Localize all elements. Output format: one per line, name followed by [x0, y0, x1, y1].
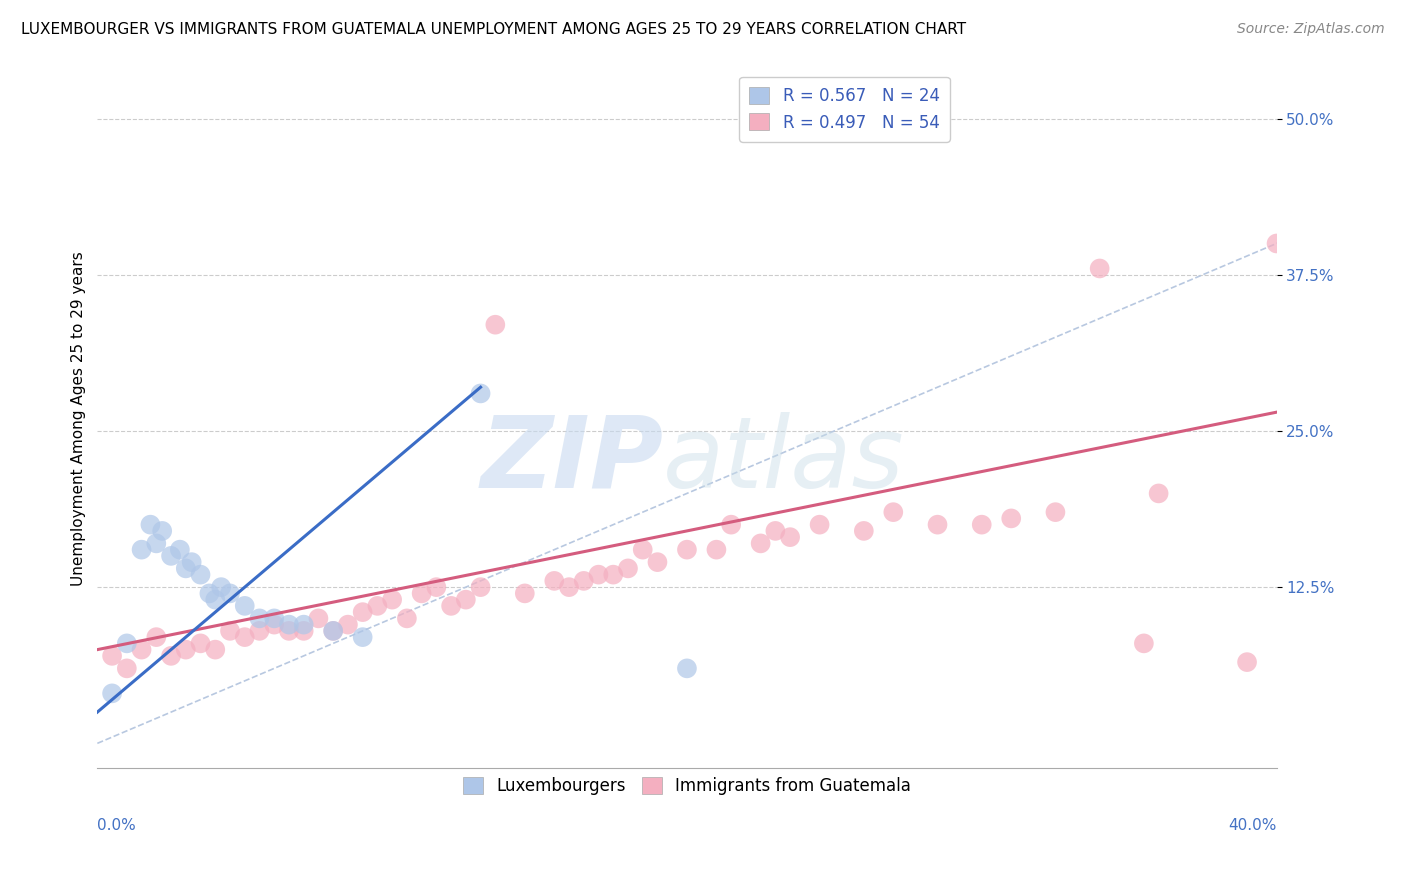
Point — [366, 599, 388, 613]
Point — [440, 599, 463, 613]
Point — [454, 592, 477, 607]
Point — [219, 624, 242, 638]
Point — [470, 386, 492, 401]
Point — [249, 611, 271, 625]
Point — [160, 549, 183, 563]
Point — [115, 636, 138, 650]
Point — [352, 605, 374, 619]
Point — [219, 586, 242, 600]
Point — [174, 642, 197, 657]
Point — [150, 524, 173, 538]
Point — [572, 574, 595, 588]
Point — [204, 592, 226, 607]
Point — [174, 561, 197, 575]
Text: LUXEMBOURGER VS IMMIGRANTS FROM GUATEMALA UNEMPLOYMENT AMONG AGES 25 TO 29 YEARS: LUXEMBOURGER VS IMMIGRANTS FROM GUATEMAL… — [21, 22, 966, 37]
Point — [322, 624, 344, 638]
Point — [395, 611, 418, 625]
Point — [617, 561, 640, 575]
Point — [588, 567, 610, 582]
Point — [278, 624, 301, 638]
Point — [233, 599, 256, 613]
Point — [381, 592, 404, 607]
Point — [307, 611, 329, 625]
Point — [263, 611, 285, 625]
Point — [180, 555, 202, 569]
Point — [278, 617, 301, 632]
Legend: Luxembourgers, Immigrants from Guatemala: Luxembourgers, Immigrants from Guatemala — [456, 771, 918, 802]
Point — [249, 624, 271, 638]
Point — [292, 624, 315, 638]
Point — [470, 580, 492, 594]
Point — [513, 586, 536, 600]
Point — [131, 542, 153, 557]
Point — [602, 567, 624, 582]
Point — [1000, 511, 1022, 525]
Point — [336, 617, 359, 632]
Point — [927, 517, 949, 532]
Text: ZIP: ZIP — [481, 412, 664, 509]
Text: 40.0%: 40.0% — [1229, 818, 1277, 833]
Text: atlas: atlas — [664, 412, 905, 509]
Point — [190, 636, 212, 650]
Point — [558, 580, 581, 594]
Point — [676, 542, 699, 557]
Point — [720, 517, 742, 532]
Point — [160, 648, 183, 663]
Point — [190, 567, 212, 582]
Point — [131, 642, 153, 657]
Point — [1088, 261, 1111, 276]
Point — [543, 574, 565, 588]
Point — [1045, 505, 1067, 519]
Point — [292, 617, 315, 632]
Point — [779, 530, 801, 544]
Point — [647, 555, 669, 569]
Point — [322, 624, 344, 638]
Point — [233, 630, 256, 644]
Point — [209, 580, 232, 594]
Point — [852, 524, 875, 538]
Point — [706, 542, 728, 557]
Point — [425, 580, 447, 594]
Point — [145, 536, 167, 550]
Point — [352, 630, 374, 644]
Point — [1236, 655, 1258, 669]
Point — [411, 586, 433, 600]
Text: Source: ZipAtlas.com: Source: ZipAtlas.com — [1237, 22, 1385, 37]
Point — [169, 542, 191, 557]
Point — [204, 642, 226, 657]
Point — [198, 586, 221, 600]
Point — [101, 648, 124, 663]
Y-axis label: Unemployment Among Ages 25 to 29 years: Unemployment Among Ages 25 to 29 years — [72, 251, 86, 586]
Point — [882, 505, 904, 519]
Point — [676, 661, 699, 675]
Point — [763, 524, 786, 538]
Point — [263, 617, 285, 632]
Point — [970, 517, 993, 532]
Text: 0.0%: 0.0% — [97, 818, 136, 833]
Point — [139, 517, 162, 532]
Point — [1133, 636, 1156, 650]
Point — [808, 517, 831, 532]
Point — [101, 686, 124, 700]
Point — [749, 536, 772, 550]
Point — [1147, 486, 1170, 500]
Point — [115, 661, 138, 675]
Point — [1265, 236, 1288, 251]
Point — [484, 318, 506, 332]
Point — [145, 630, 167, 644]
Point — [631, 542, 654, 557]
